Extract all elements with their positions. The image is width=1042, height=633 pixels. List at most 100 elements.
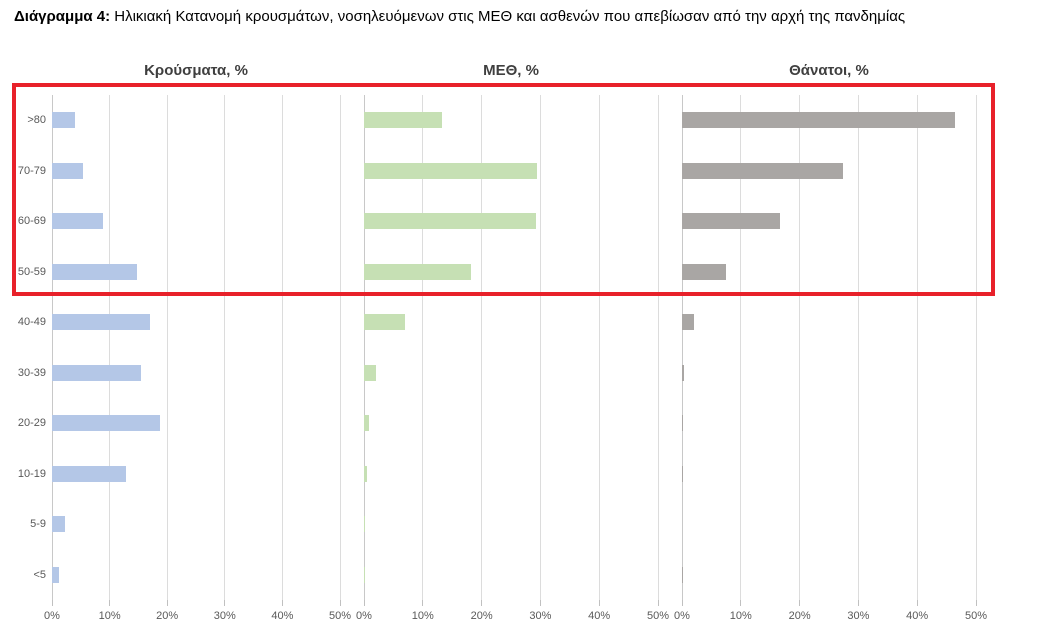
chart-row bbox=[364, 95, 658, 146]
chart-row bbox=[364, 348, 658, 399]
gridline bbox=[166, 95, 168, 600]
x-tick bbox=[681, 600, 683, 606]
chart-row bbox=[52, 297, 340, 348]
chart-row bbox=[682, 550, 976, 601]
bar bbox=[52, 364, 142, 381]
x-tick-label: 40% bbox=[271, 610, 294, 622]
gridline bbox=[799, 95, 801, 600]
bar bbox=[682, 162, 843, 179]
chart-row bbox=[682, 196, 976, 247]
bar bbox=[682, 314, 694, 331]
bar bbox=[52, 213, 103, 230]
bar bbox=[364, 465, 367, 482]
x-tick-label: 50% bbox=[964, 610, 988, 622]
chart-row bbox=[52, 247, 340, 298]
x-tick bbox=[657, 600, 659, 606]
gridline bbox=[339, 95, 341, 600]
x-tick bbox=[166, 600, 168, 606]
gridline bbox=[975, 95, 977, 600]
bar bbox=[52, 314, 151, 331]
bar bbox=[52, 112, 76, 129]
gridline bbox=[109, 95, 111, 600]
x-tick bbox=[339, 600, 341, 606]
gridline bbox=[740, 95, 742, 600]
age-axis-label: <5 bbox=[33, 568, 46, 581]
highlight-box bbox=[12, 83, 995, 296]
x-tick bbox=[481, 600, 483, 606]
x-tick-label: 10% bbox=[98, 610, 121, 622]
x-tick bbox=[799, 600, 801, 606]
x-axis-line bbox=[51, 95, 53, 600]
x-tick-label: 40% bbox=[588, 610, 611, 622]
chart-row bbox=[682, 499, 976, 550]
gridline bbox=[857, 95, 859, 600]
bar bbox=[682, 112, 956, 129]
x-tick bbox=[109, 600, 111, 606]
bar bbox=[682, 465, 684, 482]
bar bbox=[364, 415, 370, 432]
chart-row bbox=[682, 398, 976, 449]
x-tick-label: 20% bbox=[788, 610, 811, 622]
chart-row bbox=[364, 499, 658, 550]
bar bbox=[52, 465, 127, 482]
chart-row bbox=[682, 297, 976, 348]
bar bbox=[364, 112, 442, 129]
bar bbox=[364, 263, 472, 280]
x-tick-label: 0% bbox=[356, 610, 372, 622]
gridline bbox=[598, 95, 600, 600]
age-axis-label: 50-59 bbox=[17, 265, 46, 278]
gridline bbox=[422, 95, 424, 600]
chart-row bbox=[364, 196, 658, 247]
chart-row bbox=[52, 499, 340, 550]
chart-row bbox=[364, 146, 658, 197]
chart-title-cases: Κρούσματα, % bbox=[144, 62, 248, 79]
chart-row bbox=[52, 146, 340, 197]
x-tick-label: 0% bbox=[44, 610, 60, 622]
x-tick-label: 30% bbox=[529, 610, 552, 622]
x-tick bbox=[740, 600, 742, 606]
age-axis-label: >80 bbox=[27, 114, 46, 126]
chart-row bbox=[364, 247, 658, 298]
x-axis-line bbox=[681, 95, 683, 600]
gridline bbox=[539, 95, 541, 600]
bar bbox=[682, 415, 684, 432]
bar bbox=[52, 162, 83, 179]
chart-row bbox=[682, 146, 976, 197]
x-tick-label: 30% bbox=[847, 610, 870, 622]
x-tick-label: 40% bbox=[906, 610, 929, 622]
bar bbox=[682, 263, 726, 280]
chart-row bbox=[52, 95, 340, 146]
x-tick-label: 0% bbox=[674, 610, 690, 622]
gridline bbox=[657, 95, 659, 600]
x-tick bbox=[539, 600, 541, 606]
x-tick-label: 50% bbox=[328, 610, 352, 622]
x-tick bbox=[598, 600, 600, 606]
x-tick bbox=[422, 600, 424, 606]
bar bbox=[52, 263, 138, 280]
gridline bbox=[916, 95, 918, 600]
x-tick-label: 10% bbox=[411, 610, 434, 622]
bar bbox=[364, 364, 377, 381]
bar bbox=[364, 314, 405, 331]
x-tick-label: 10% bbox=[729, 610, 752, 622]
chart-title-icu: ΜΕΘ, % bbox=[483, 62, 539, 79]
bar bbox=[682, 213, 780, 230]
bar bbox=[364, 213, 537, 230]
x-tick-label: 50% bbox=[646, 610, 670, 622]
chart-row bbox=[52, 196, 340, 247]
plot-icu: 0% 10% 20% 30% 40% 50% bbox=[356, 95, 669, 622]
gridline bbox=[481, 95, 483, 600]
bar bbox=[364, 162, 538, 179]
bar bbox=[52, 516, 65, 533]
chart-row bbox=[682, 247, 976, 298]
x-tick-label: 20% bbox=[156, 610, 179, 622]
chart-row bbox=[364, 449, 658, 500]
chart-row bbox=[682, 449, 976, 500]
bar bbox=[364, 516, 365, 533]
page-title-text: Ηλικιακή Κατανομή κρουσμάτων, νοσηλευόμε… bbox=[110, 8, 906, 25]
x-tick bbox=[224, 600, 226, 606]
x-tick bbox=[916, 600, 918, 606]
plot-cases: 0% 10% 20% 30% 40% 50% bbox=[44, 95, 351, 622]
age-axis-label: 70-79 bbox=[17, 164, 46, 177]
age-axis-label: 60-69 bbox=[17, 215, 46, 227]
